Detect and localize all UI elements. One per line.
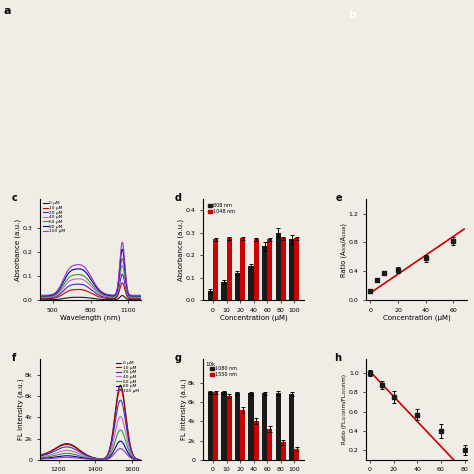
Bar	[213, 239, 218, 300]
Text: c: c	[12, 193, 18, 203]
Bar	[248, 393, 254, 460]
Text: g: g	[175, 353, 182, 363]
Bar	[227, 396, 232, 460]
Text: 10k: 10k	[205, 362, 216, 367]
Bar	[289, 239, 294, 300]
Bar	[281, 238, 286, 300]
Bar	[248, 266, 254, 300]
Bar	[281, 442, 286, 460]
Text: h: h	[334, 353, 341, 363]
Text: f: f	[12, 353, 17, 363]
Bar	[240, 410, 245, 460]
Y-axis label: Absorbance (a.u.): Absorbance (a.u.)	[15, 219, 21, 281]
Text: d: d	[175, 193, 182, 203]
Y-axis label: FL intensity (a.u.): FL intensity (a.u.)	[180, 378, 186, 440]
Y-axis label: Ratio (A₀₀₈/A₁₀₄₈): Ratio (A₀₀₈/A₁₀₄₈)	[341, 223, 347, 277]
Text: a: a	[3, 6, 11, 16]
Bar	[294, 238, 299, 300]
Bar	[221, 282, 227, 300]
Legend: 1080 nm, 1550 nm: 1080 nm, 1550 nm	[208, 364, 239, 379]
Bar	[262, 246, 267, 300]
Bar	[208, 392, 213, 460]
Bar	[254, 239, 259, 300]
X-axis label: Wavelength (nm): Wavelength (nm)	[60, 314, 121, 320]
X-axis label: Concentration (μM): Concentration (μM)	[383, 314, 450, 320]
Bar	[275, 233, 281, 300]
Bar	[294, 449, 299, 460]
Legend: 0 μM, 10 μM, 20 μM, 40 μM, 60 μM, 80 μM, 100 μM: 0 μM, 10 μM, 20 μM, 40 μM, 60 μM, 80 μM,…	[116, 361, 139, 393]
Bar	[254, 421, 259, 460]
Bar	[235, 393, 240, 460]
Bar	[267, 429, 272, 460]
Bar	[235, 273, 240, 300]
Bar	[213, 392, 218, 460]
Bar	[221, 392, 227, 460]
Text: e: e	[336, 193, 343, 203]
Bar	[289, 394, 294, 460]
Bar	[267, 239, 272, 300]
Legend: 808 nm, 1048 nm: 808 nm, 1048 nm	[206, 201, 237, 216]
Bar	[227, 238, 232, 300]
X-axis label: Concentration (μM): Concentration (μM)	[220, 314, 287, 320]
Legend: 0 μM, 10 μM, 20 μM, 40 μM, 60 μM, 80 μM, 100 μM: 0 μM, 10 μM, 20 μM, 40 μM, 60 μM, 80 μM,…	[43, 201, 65, 233]
Y-axis label: Ratio (FL₁₀₀₀nm/FL₁₅₅₀nm): Ratio (FL₁₀₀₀nm/FL₁₅₅₀nm)	[342, 374, 347, 444]
Text: b: b	[348, 9, 356, 19]
Bar	[240, 238, 245, 300]
Bar	[262, 393, 267, 460]
Y-axis label: Absorbance (a.u.): Absorbance (a.u.)	[178, 219, 184, 281]
Bar	[208, 291, 213, 300]
Bar	[275, 393, 281, 460]
Y-axis label: FL intensity (a.u.): FL intensity (a.u.)	[17, 378, 24, 440]
